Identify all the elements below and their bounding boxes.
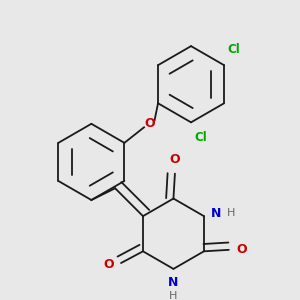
Text: O: O	[103, 258, 114, 271]
Text: O: O	[169, 153, 180, 166]
Text: H: H	[227, 208, 236, 218]
Text: Cl: Cl	[194, 131, 207, 144]
Text: H: H	[169, 291, 178, 300]
Text: O: O	[144, 117, 154, 130]
Text: O: O	[236, 243, 247, 256]
Text: N: N	[211, 207, 222, 220]
Text: N: N	[168, 276, 178, 289]
Text: Cl: Cl	[227, 44, 240, 56]
